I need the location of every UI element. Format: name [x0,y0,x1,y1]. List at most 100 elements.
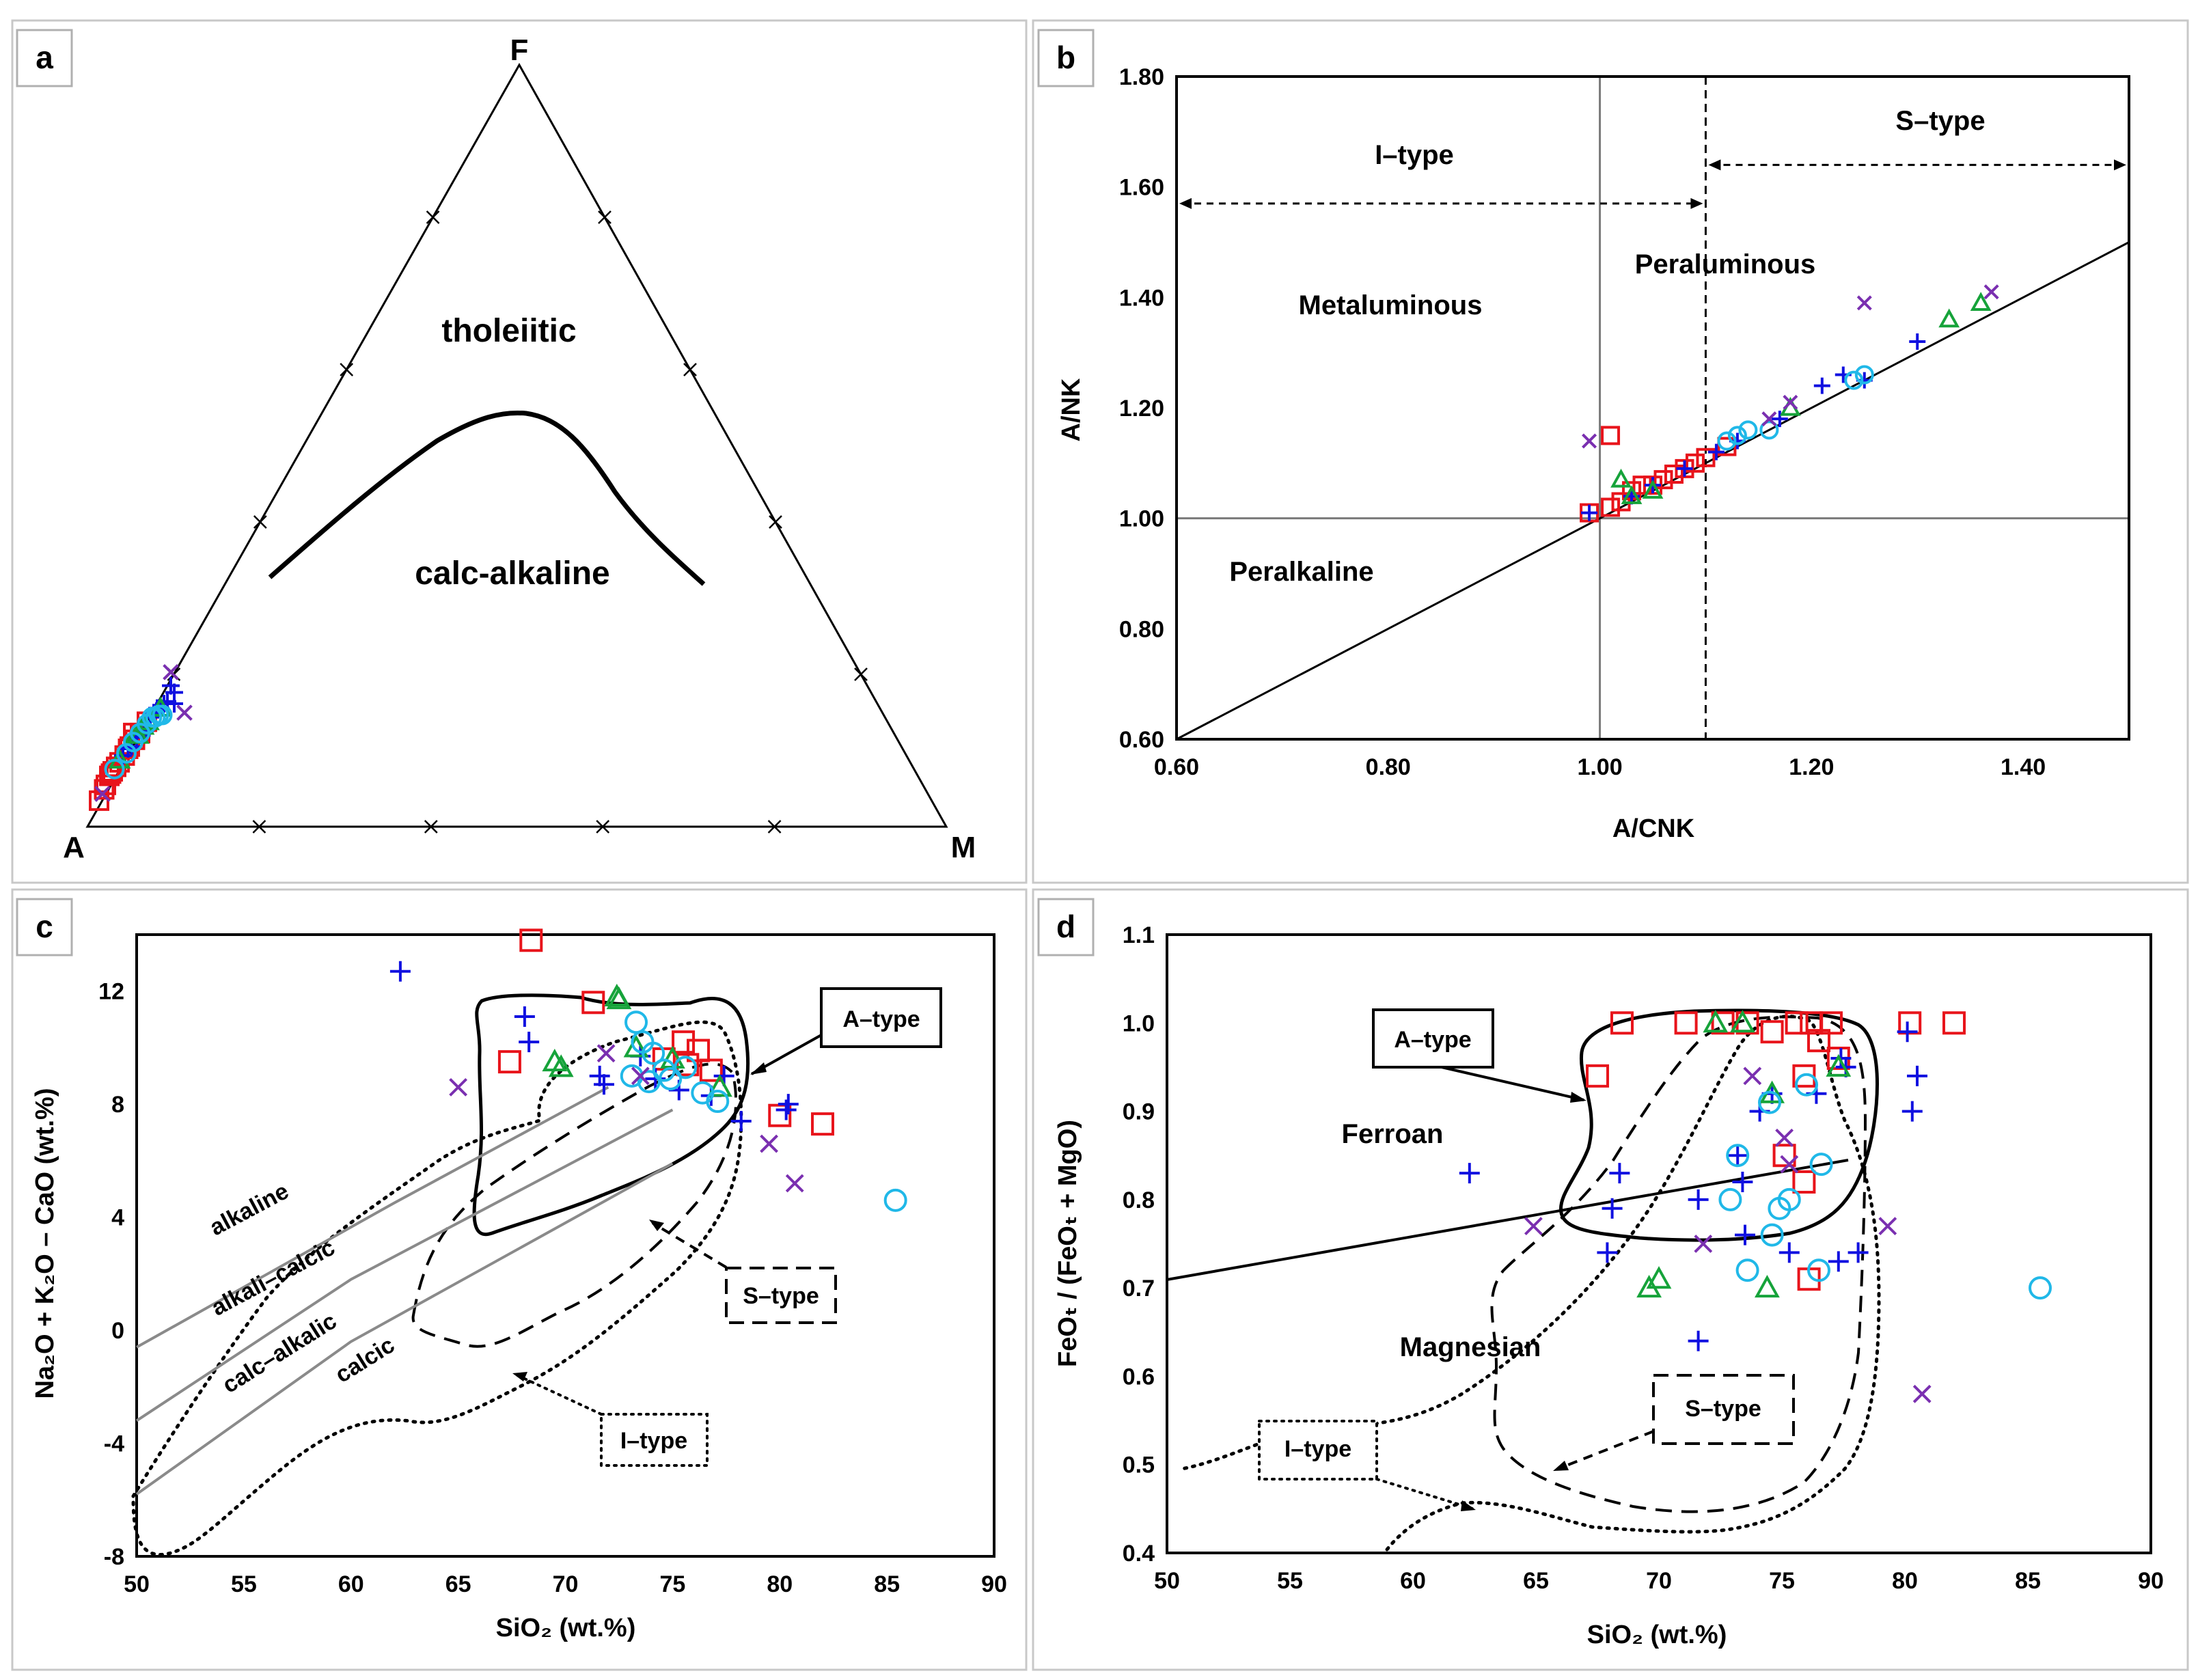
i-type-callout-box [600,1413,709,1467]
afm-point [104,758,125,780]
panel-d-point [1942,1011,1966,1035]
panel-d-point [1898,1011,1922,1035]
panel-b-y-tick-label: 1.80 [1119,64,1164,90]
panel-b-point [1717,431,1737,451]
panel-d-y-tick-label: 0.8 [1123,1187,1155,1213]
panel-c-data-points [389,928,907,1212]
ternary-ticks [167,210,868,834]
panel-d-y-tick-label: 0.7 [1123,1276,1155,1302]
panel-a-afm-diagram: a F A M tholeiitic calc-alkaline [11,19,1028,884]
panel-c-point [606,987,632,1010]
panel-a-label: a [36,40,53,75]
panel-d-point [1826,1054,1852,1077]
panel-b-point [1601,426,1621,445]
panel-c-mali-diagram: c 50 55 60 65 70 75 80 85 90 -8 -4 0 4 8 12 SiO₂ (wt.%… [11,888,1028,1671]
panel-b-point [1696,447,1716,467]
panel-d-x-tick-label: 75 [1769,1568,1795,1594]
panel-c-point [785,1174,804,1193]
panel-c-point [707,1074,732,1097]
panel-a-data-points [89,663,193,811]
panel-b-y-tick-label: 1.20 [1119,396,1164,422]
panel-d-point [1735,1258,1759,1282]
panel-c-point [883,1188,907,1212]
panel-c-trend-lines [135,1086,674,1496]
panel-c-y-tick-label: 0 [111,1318,124,1344]
panel-b-point [1685,453,1705,473]
panel-d-y-tick-label: 0.6 [1123,1364,1155,1390]
panel-b-point [1856,295,1872,311]
s-type-callout-label-d: S–type [1685,1396,1761,1422]
panel-d-point [1711,1011,1735,1035]
afm-point [152,704,173,726]
panel-d-point [1912,1384,1932,1403]
panel-d-point [1785,1011,1809,1035]
panel-b-point [1759,420,1779,440]
ternary-tick [683,363,697,376]
panel-b-point [1664,465,1684,484]
panel-b-point [1653,470,1673,490]
panel-d-point [1703,1010,1729,1033]
panel-c-x-tick-label: 50 [124,1571,150,1597]
s-type-arrowhead-d [1553,1461,1569,1471]
i-type-callout-arrow-d [1375,1478,1474,1510]
panel-c-x-tick-label: 65 [445,1571,471,1597]
s-type-field [411,1062,738,1348]
panel-b-point [1717,437,1737,456]
metaluminous-label: Metaluminous [1299,290,1483,320]
panel-d-point [1901,1101,1923,1122]
panel-c-plot-frame [135,933,995,1558]
panel-d-x-axis-title: SiO₂ (wt.%) [1587,1621,1727,1649]
panel-d-point [1819,1011,1843,1035]
panel-d-point [1807,1258,1830,1282]
panel-d-point [1780,1155,1799,1174]
panel-b-label: b [1056,40,1075,75]
panel-c-point [581,991,605,1015]
ternary-tick [252,820,266,834]
panel-b-point [1581,504,1598,521]
panel-d-y-tick-label: 0.5 [1123,1452,1155,1478]
panel-c-badge [16,898,73,956]
calc-alkaline-label: calc-alkaline [415,555,610,592]
panel-b-x-tick-label: 0.60 [1154,754,1199,780]
s-type-callout-label: S–type [743,1283,819,1309]
panel-b-point [1738,420,1758,440]
i-type-label: I–type [1375,140,1454,170]
panel-c-x-tick-label: 60 [338,1571,364,1597]
s-type-field-d [1490,1015,1867,1513]
panel-d-point [1694,1235,1713,1253]
panel-b-x-axis-title: A/CNK [1612,814,1695,843]
panel-b-point [1909,333,1926,350]
panel-c-point [672,1030,696,1054]
panel-d-point [1735,1224,1755,1245]
i-type-arrowhead-left [1179,197,1192,209]
tholeiitic-calc-alkaline-boundary [268,410,706,586]
panel-d-point [1688,1189,1709,1210]
ternary-tick [854,667,868,681]
panel-b-y-tick-label: 1.40 [1119,285,1164,311]
a-type-callout-label: A–type [842,1006,920,1032]
panel-c-point [519,928,543,952]
afm-point [94,786,111,802]
panel-d-y-tick-label: 1.1 [1123,922,1155,948]
panel-d-y-tick-label: 1.0 [1123,1010,1155,1036]
magnesian-label: Magnesian [1400,1332,1541,1362]
ternary-tick [340,363,354,376]
panel-c-y-tick-label: -4 [104,1431,124,1457]
panel-d-x-tick-label: 50 [1154,1568,1180,1594]
panel-d-fields [1180,1008,1881,1552]
panel-d-point [1809,1153,1833,1176]
panel-c-x-tick-label: 55 [231,1571,257,1597]
panel-b-point [1813,377,1830,394]
panel-b-point [1970,292,1992,312]
panel-d-point [1674,1011,1698,1035]
afm-point [163,663,179,680]
panel-c-y-tick-label: -8 [104,1544,124,1570]
a-type-arrowhead-d [1570,1092,1586,1103]
panel-b-y-tick-label: 1.60 [1119,175,1164,201]
panel-d-point [1586,1064,1609,1088]
a-type-field-d [1558,1008,1879,1242]
panel-b-point [1707,443,1725,460]
panel-d-y-axis-title: FeOₜ / (FeOₜ + MgO) [1054,1120,1082,1367]
panel-d-tick-labels: 50 55 60 65 70 75 80 85 90 0.4 0.5 0.6 0.7 0.8 0.9 1.0 1… [1123,922,2164,1594]
